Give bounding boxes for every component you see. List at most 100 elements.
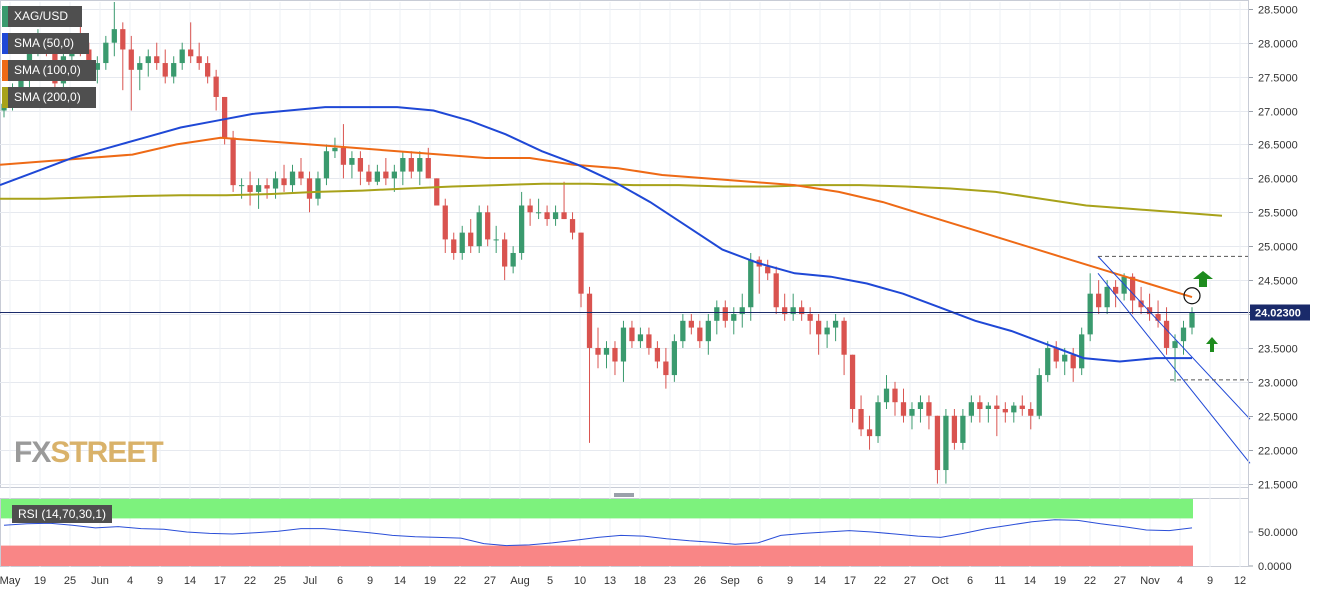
x-tick-label: 25 <box>64 575 76 587</box>
sma50-legend[interactable]: SMA (50,0) <box>2 33 89 54</box>
x-tick-label: 9 <box>367 575 373 587</box>
candle-body <box>493 239 499 241</box>
candle-body <box>374 171 381 182</box>
price-tick-label: 27.5000 <box>1258 73 1298 85</box>
candle-body <box>383 171 389 179</box>
price-tick-label: 23.0000 <box>1258 378 1298 390</box>
candle-body <box>391 171 397 179</box>
candle-body <box>968 402 975 416</box>
candle-body <box>1155 314 1161 321</box>
candle-body <box>1062 354 1068 362</box>
candle-body <box>357 158 364 172</box>
sma200-line <box>0 182 1223 217</box>
channel-lower-line <box>1097 273 1251 464</box>
rsi-legend[interactable]: RSI (14,70,30,1) <box>12 505 113 523</box>
candle-body <box>799 307 805 315</box>
price-tick-label: 22.5000 <box>1258 412 1298 424</box>
x-tick-label: 12 <box>1234 575 1246 587</box>
candle-body <box>832 320 839 328</box>
candle-body <box>671 341 678 376</box>
candle-body <box>306 178 313 199</box>
x-tick-label: Jul <box>303 575 317 587</box>
pane-resize-handle <box>614 493 634 497</box>
candle-body <box>773 273 779 308</box>
sma100-legend[interactable]: SMA (100,0) <box>2 60 96 81</box>
candle-body <box>281 178 287 186</box>
price-tick-label: 24.5000 <box>1258 276 1298 288</box>
x-tick-label: 19 <box>1054 575 1066 587</box>
candle-body <box>1138 300 1144 308</box>
candle-body <box>171 63 177 77</box>
candle-body <box>569 219 576 233</box>
candle-body <box>977 402 983 409</box>
x-tick-label: 13 <box>604 575 616 587</box>
price-panel-frame <box>0 0 1249 488</box>
candle-body <box>900 402 907 416</box>
candle-body <box>485 212 491 240</box>
price-tick-label: 25.5000 <box>1258 208 1298 220</box>
candle-body <box>366 171 372 182</box>
rsi-oversold-zone <box>1 545 1193 566</box>
x-tick-label: 27 <box>904 575 916 587</box>
price-tick-label: 28.5000 <box>1258 5 1298 17</box>
rsi-overbought-zone <box>1 499 1193 519</box>
x-tick-label: 19 <box>34 575 46 587</box>
candle-body <box>892 388 898 403</box>
candle-body <box>603 347 610 355</box>
sma200-legend[interactable]: SMA (200,0) <box>2 87 96 108</box>
candle-body <box>434 178 440 206</box>
candle-body <box>1053 347 1059 362</box>
candle-body <box>255 185 262 192</box>
x-tick-label: 22 <box>1084 575 1096 587</box>
current-price-label: 24.02300 <box>1255 308 1301 320</box>
candle-body <box>111 29 117 43</box>
candle-body <box>400 158 406 172</box>
candle-body <box>86 49 92 70</box>
candle-body <box>459 232 465 253</box>
symbol-label[interactable]: XAG/USD <box>2 6 82 27</box>
candle-body <box>535 212 542 214</box>
candle-body <box>782 307 788 315</box>
price-tick-label: 28.0000 <box>1258 39 1298 51</box>
x-tick-label: 6 <box>967 575 973 587</box>
x-tick-label: 22 <box>874 575 886 587</box>
candle-body <box>137 63 143 70</box>
candle-body <box>162 63 168 77</box>
candle-body <box>527 205 533 213</box>
candle-body <box>586 293 593 348</box>
candle-body <box>94 63 100 70</box>
candle-body <box>1002 408 1008 413</box>
x-tick-label: 22 <box>244 575 256 587</box>
candle-body <box>1180 327 1187 342</box>
candle-body <box>1079 334 1085 369</box>
x-tick-label: 17 <box>844 575 856 587</box>
candle-body <box>544 212 550 220</box>
candle-body <box>315 178 321 199</box>
candle-body <box>1163 320 1170 348</box>
x-tick-label: May <box>0 575 21 587</box>
candle-body <box>663 361 669 376</box>
x-tick-label: 19 <box>424 575 436 587</box>
candle-body <box>120 29 126 50</box>
x-tick-label: Aug <box>510 575 530 587</box>
price-tick-label: 23.5000 <box>1258 344 1298 356</box>
candle-body <box>1087 293 1093 335</box>
candle-body <box>1189 312 1195 328</box>
candle-body <box>934 415 941 471</box>
x-tick-label: 14 <box>1024 575 1036 587</box>
x-tick-label: 18 <box>634 575 646 587</box>
candle-body <box>637 334 644 342</box>
candle-body <box>323 151 330 179</box>
candle-body <box>722 307 728 321</box>
x-tick-label: 9 <box>157 575 163 587</box>
current-price-tag <box>1250 304 1310 321</box>
candle-body <box>629 327 635 342</box>
candle-body <box>883 388 890 403</box>
x-tick-label: 10 <box>574 575 586 587</box>
candle-body <box>841 320 847 355</box>
candle-body <box>196 56 202 64</box>
x-tick-label: 27 <box>484 575 496 587</box>
candle-body <box>451 239 457 253</box>
